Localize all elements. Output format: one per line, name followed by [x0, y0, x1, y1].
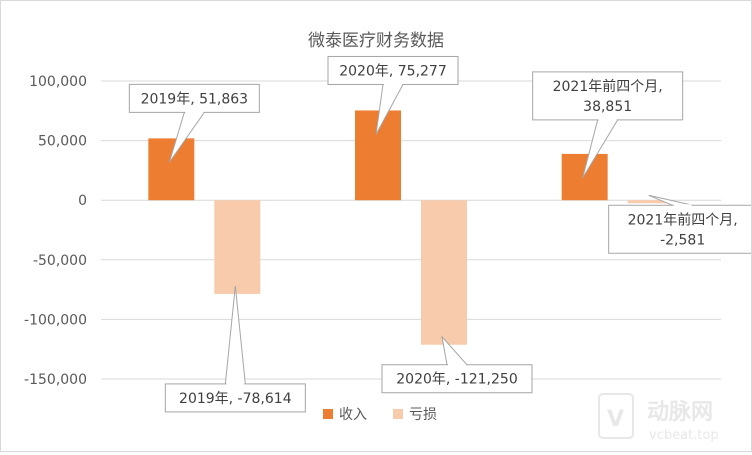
legend: 收入 亏损 — [323, 407, 437, 423]
data-label-text: 2020年, 75,277 — [339, 63, 447, 79]
watermark: V 动脉网 vcbeat.top — [598, 393, 719, 443]
data-label: 2021年前四个月, 38,851 — [532, 71, 684, 179]
bar-revenue — [148, 138, 195, 201]
y-axis: 100,000 50,000 0 -50,000 -100,000 -150,000 — [24, 74, 87, 388]
watermark-site: vcbeat.top — [649, 428, 719, 443]
bar-loss — [214, 200, 261, 294]
data-label: 2020年, -121,250 — [381, 335, 533, 394]
chart-title: 微泰医疗财务数据 — [308, 31, 444, 51]
bar-revenue — [561, 153, 608, 201]
data-label: 2019年, -78,614 — [164, 285, 306, 413]
legend-label: 亏损 — [409, 407, 437, 423]
data-label-text: 2021年前四个月, — [553, 78, 663, 95]
data-label: 2019年, 51,863 — [128, 83, 260, 163]
data-label-callouts: 2019年, 51,863 2019年, -78,614 2020年, 75,277… — [128, 55, 752, 413]
legend-swatch — [323, 409, 333, 419]
bar-loss — [421, 200, 467, 345]
data-label-text: -2,581 — [660, 232, 705, 248]
y-tick-label: 100,000 — [29, 74, 87, 90]
data-label-text: 2020年, -121,250 — [396, 372, 517, 388]
y-tick-label: -50,000 — [33, 253, 87, 269]
data-label-text: 2019年, 51,863 — [141, 91, 249, 107]
bars — [148, 110, 674, 345]
data-label: 2020年, 75,277 — [327, 55, 459, 135]
legend-label: 收入 — [339, 407, 367, 423]
data-label-text: 38,851 — [583, 99, 632, 115]
data-label-text: 2021年前四个月, — [628, 211, 738, 228]
callout-pointer — [224, 285, 246, 385]
y-tick-label: 0 — [78, 193, 87, 209]
watermark-logo-icon — [598, 393, 634, 439]
y-tick-label: -100,000 — [24, 312, 87, 328]
watermark-brand: 动脉网 — [647, 400, 713, 425]
watermark-logo-mark: V — [607, 407, 624, 432]
callout-box — [532, 71, 684, 121]
callout-box — [381, 364, 533, 394]
data-label: 2021年前四个月, -2,581 — [608, 194, 752, 254]
callout-box — [164, 383, 306, 413]
y-tick-label: 50,000 — [38, 134, 87, 150]
callout-box — [128, 83, 260, 113]
legend-swatch — [393, 409, 403, 419]
y-tick-label: -150,000 — [24, 372, 87, 388]
data-label-text: 2019年, -78,614 — [179, 391, 292, 407]
bar-loss — [627, 200, 674, 204]
